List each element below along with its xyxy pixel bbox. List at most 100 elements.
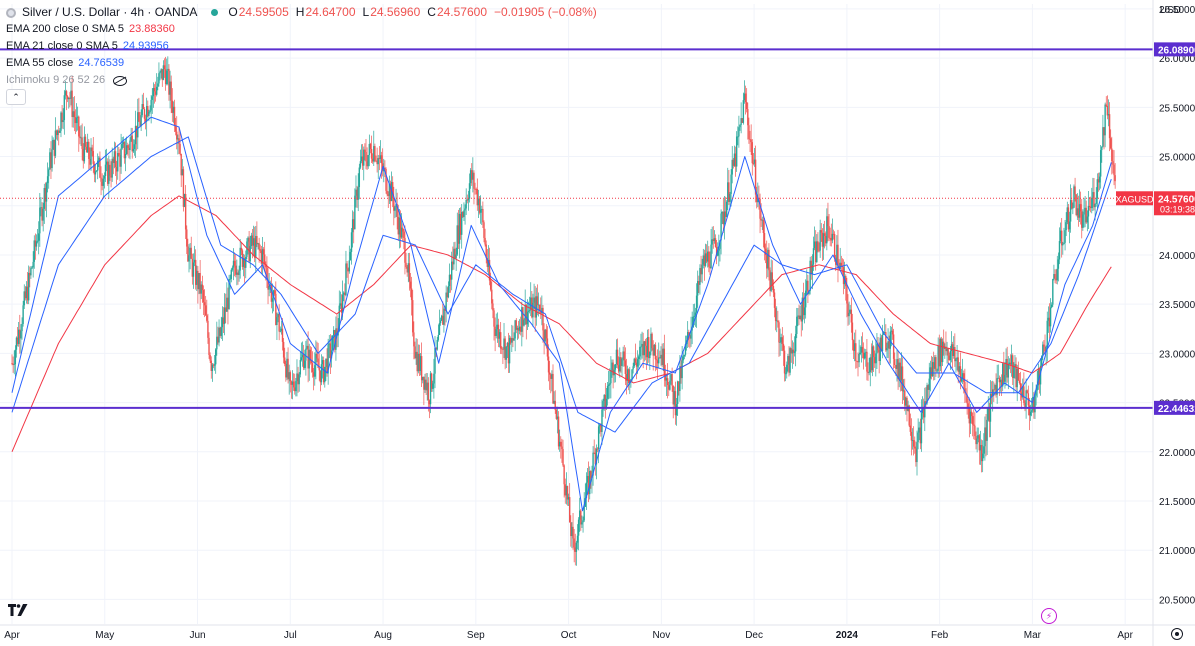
candle-body <box>769 270 771 291</box>
price-axis[interactable]: 26.5000026.0000025.5000025.0000024.50000… <box>1115 0 1195 646</box>
symbol-title-row: Silver / U.S. Dollar · 4h · OANDA O24.59… <box>6 4 604 21</box>
ema-55-line <box>11 136 1112 433</box>
candle-body <box>119 155 121 167</box>
candle-body <box>152 88 155 97</box>
candle-body <box>1071 200 1073 209</box>
candle-body <box>232 260 235 268</box>
legend-collapse-button[interactable]: ⌃ <box>6 89 26 105</box>
candle-body <box>71 90 73 118</box>
candle-body <box>404 237 406 263</box>
indicator-row[interactable]: EMA 55 close 24.76539 <box>6 55 604 72</box>
candle-body <box>867 371 869 374</box>
candle-body <box>81 137 83 149</box>
candle-body <box>547 356 550 373</box>
candle-body <box>664 376 667 381</box>
candle-body <box>816 241 818 263</box>
market-status-icon[interactable] <box>211 9 219 16</box>
candle-body <box>251 235 254 246</box>
candle-body <box>471 170 473 180</box>
indicator-ichimoku[interactable]: Ichimoku 9 26 52 26 <box>6 72 604 89</box>
candle-body <box>1002 363 1004 387</box>
x-tick-label: Sep <box>467 630 485 641</box>
candle-body <box>351 219 354 233</box>
candle-body <box>528 309 531 311</box>
candle-body <box>306 345 308 349</box>
candle-body <box>1051 304 1053 308</box>
candle-body <box>615 349 618 365</box>
ohlc-value: 24.64700 <box>305 5 356 19</box>
candle-body <box>477 198 480 206</box>
candle-body <box>538 304 541 312</box>
candle-body <box>551 373 553 379</box>
lightning-icon[interactable]: ⚡ <box>1041 608 1057 624</box>
indicator-row[interactable]: EMA 200 close 0 SMA 5 23.88360 <box>6 21 604 38</box>
candle-body <box>138 112 140 122</box>
candle-body <box>448 274 451 286</box>
candle-body <box>778 322 780 343</box>
candle-body <box>790 348 792 354</box>
gear-icon[interactable] <box>1171 628 1183 640</box>
candle-body <box>145 106 148 122</box>
candle-body <box>1029 411 1032 416</box>
candle-body <box>173 106 176 127</box>
candle-body <box>124 153 127 159</box>
candle-body <box>889 331 891 349</box>
candle-body <box>684 344 687 355</box>
indicator-value: 23.88360 <box>129 23 175 35</box>
candle-body <box>132 148 135 152</box>
candle-body <box>407 263 409 273</box>
tradingview-logo-icon[interactable] <box>8 604 30 616</box>
last-price-tag[interactable] <box>1154 191 1195 216</box>
candle-body <box>894 358 896 366</box>
candle-body <box>438 323 441 335</box>
candle-body <box>651 333 653 349</box>
candle-body <box>388 183 391 196</box>
candle-body <box>1077 208 1080 218</box>
candle-body <box>607 384 610 386</box>
candle-body <box>968 407 971 424</box>
hidden-eye-icon[interactable] <box>113 75 128 86</box>
candle-body <box>228 279 230 309</box>
candle-body <box>472 172 474 180</box>
candle-body <box>200 284 202 294</box>
candle-body <box>1057 259 1060 269</box>
candle-body <box>35 241 38 247</box>
candle-body <box>408 263 411 282</box>
candle-body <box>279 330 281 332</box>
candle-body <box>690 330 692 339</box>
horizontal-line-tag[interactable] <box>1154 400 1195 415</box>
candle-body <box>885 332 887 351</box>
candle-body <box>771 272 773 287</box>
candle-body <box>75 117 78 124</box>
candle-body <box>983 446 985 454</box>
candle-body <box>343 292 345 295</box>
candle-body <box>288 372 290 380</box>
symbol-price-tag[interactable] <box>1116 191 1153 206</box>
candle-body <box>74 117 77 124</box>
candle-body <box>499 332 502 349</box>
candle-body <box>341 294 344 313</box>
indicator-row[interactable]: EMA 21 close 0 SMA 5 24.93956 <box>6 38 604 55</box>
horizontal-line-tag[interactable] <box>1154 42 1195 57</box>
candle-body <box>409 281 412 289</box>
candle-body <box>653 344 655 356</box>
candle-body <box>467 198 470 201</box>
candle-body <box>45 183 48 202</box>
candle-body <box>1082 214 1084 228</box>
candle-body <box>27 272 30 301</box>
candle-body <box>122 141 125 144</box>
candle-body <box>570 522 572 537</box>
currency-label[interactable]: USD <box>1159 5 1181 16</box>
candle-body <box>721 211 723 214</box>
candle-body <box>1078 204 1081 218</box>
candle-body <box>334 330 336 350</box>
candle-body <box>44 187 47 202</box>
time-axis[interactable]: Apr May Jun Jul Aug Sep Oct Nov Dec 2024 Feb Mar Apr <box>0 624 1195 641</box>
horizontal-lines[interactable] <box>0 48 1153 409</box>
symbol-title[interactable]: Silver / U.S. Dollar · 4h · OANDA <box>22 5 198 19</box>
candle-body <box>100 177 102 182</box>
candle-body <box>728 182 730 202</box>
candle-body <box>564 484 566 496</box>
candle-body <box>898 362 900 380</box>
